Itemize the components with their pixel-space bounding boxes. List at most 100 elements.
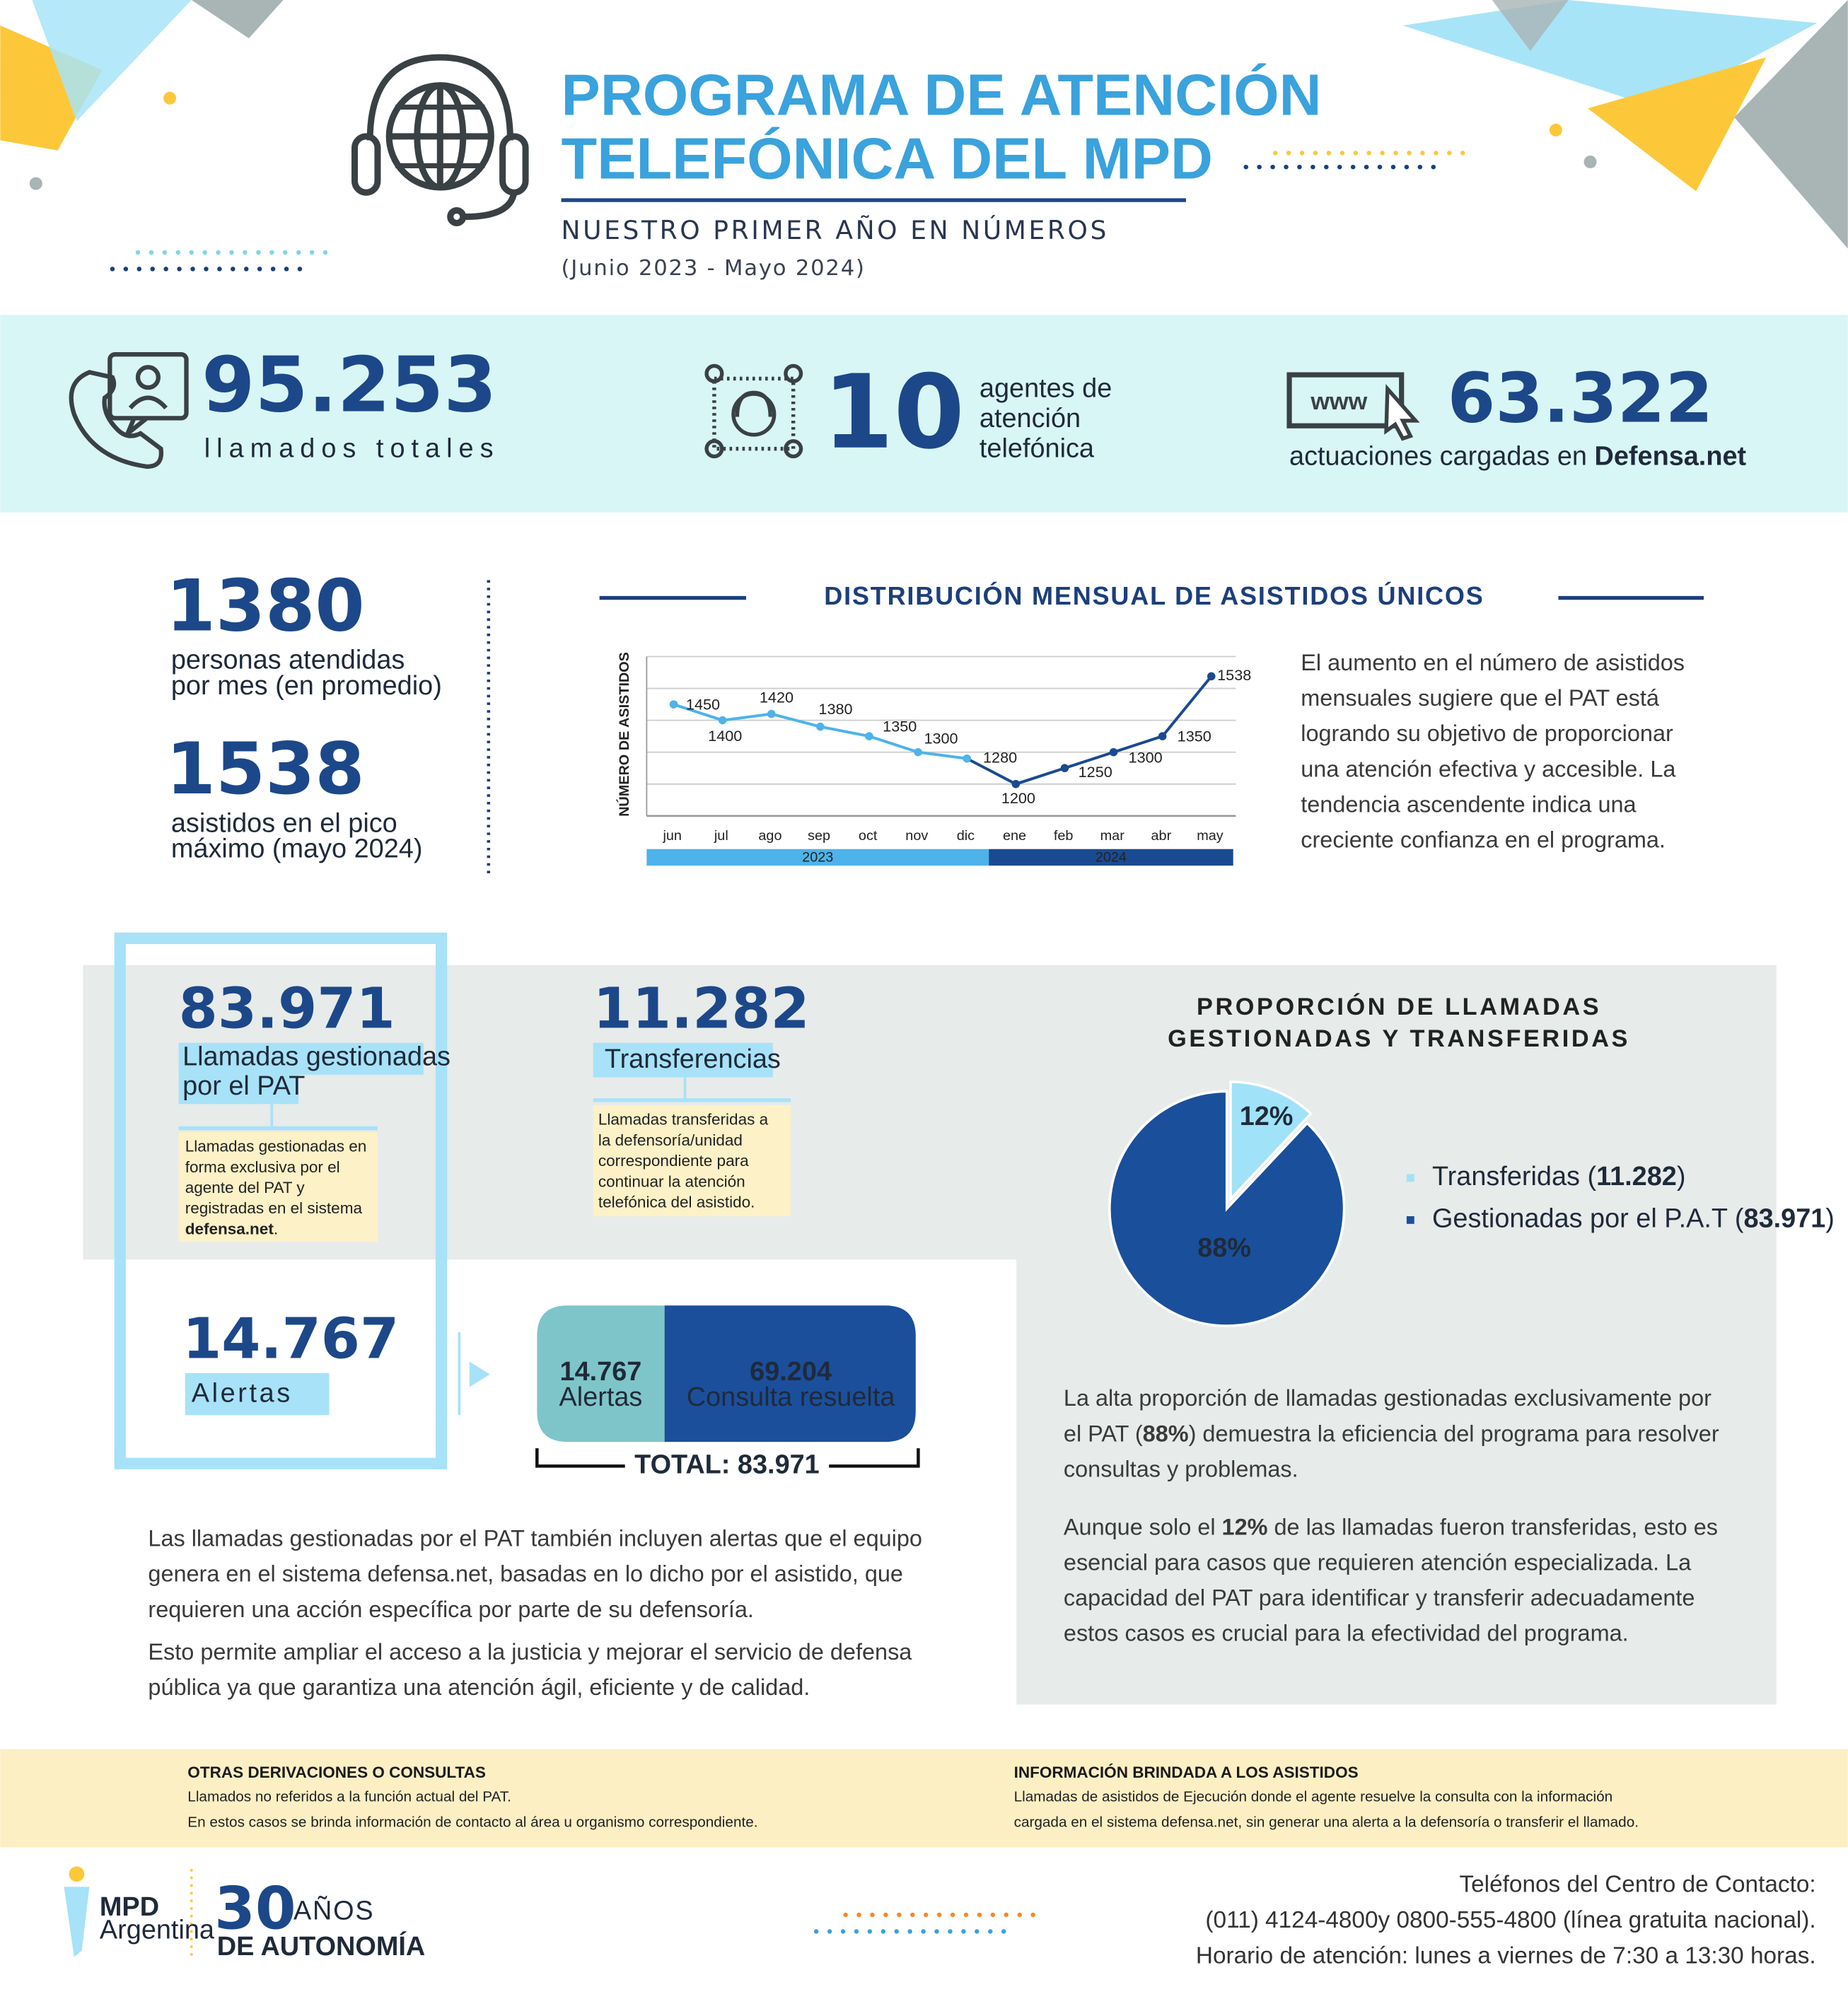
title: PROGRAMA DE ATENCIÓN bbox=[562, 62, 1322, 128]
dot bbox=[177, 267, 182, 272]
data-label: 1280 bbox=[983, 748, 1017, 766]
data-label: 1350 bbox=[1178, 728, 1211, 745]
pie-title: PROPORCIÓN DE LLAMADAS bbox=[1197, 992, 1601, 1020]
stat-label: Llamadas gestionadas bbox=[182, 1042, 451, 1071]
dot bbox=[243, 267, 249, 272]
decor bbox=[0, 0, 1848, 1934]
dot bbox=[1001, 1929, 1006, 1934]
x-tick-label: feb bbox=[1054, 828, 1074, 844]
text-run-bold: 12% bbox=[1222, 1514, 1268, 1539]
agents-icon bbox=[704, 363, 803, 459]
footer-band bbox=[0, 1749, 1848, 1848]
triangle bbox=[1492, 0, 1569, 52]
dot bbox=[921, 1929, 926, 1934]
dot bbox=[257, 267, 262, 272]
logo-text: AÑOS bbox=[294, 1895, 375, 1925]
x-tick-label: abr bbox=[1151, 828, 1172, 844]
dot bbox=[1311, 164, 1315, 170]
dot bbox=[1364, 164, 1369, 170]
dot bbox=[1299, 151, 1305, 156]
x-tick-label: mar bbox=[1100, 828, 1125, 844]
x-tick-label: oct bbox=[859, 828, 878, 844]
dot bbox=[870, 1912, 875, 1918]
chart-note: una atención efectiva y accesible. La bbox=[1301, 756, 1676, 781]
text-run: . bbox=[274, 1220, 278, 1237]
dot bbox=[1286, 151, 1291, 156]
dot bbox=[1434, 151, 1439, 156]
dot bbox=[948, 1929, 953, 1934]
paragraph-line: genera en el sistema defensa.net, basada… bbox=[148, 1561, 903, 1587]
stat-label: personas atendidas bbox=[171, 646, 405, 675]
text-run-bold: Defensa.net bbox=[1595, 441, 1747, 471]
dot bbox=[110, 267, 115, 272]
x-tick-label: dic bbox=[957, 828, 975, 844]
triangle bbox=[1402, 0, 1818, 109]
dot bbox=[297, 267, 303, 272]
stat-label: Alertas bbox=[192, 1378, 293, 1408]
paragraph-line: pública ya que garantiza una atención ág… bbox=[148, 1674, 810, 1700]
x-tick-label: nov bbox=[905, 828, 928, 844]
stat-value: 1538 bbox=[166, 727, 365, 810]
pie-title: GESTIONADAS Y TRANSFERIDAS bbox=[1168, 1025, 1630, 1052]
dot bbox=[867, 1929, 873, 1934]
dot bbox=[827, 1929, 832, 1934]
contact-line: (011) 4124-4800y 0800-555-4800 (línea gr… bbox=[1205, 1907, 1815, 1933]
total: TOTAL: 83.971 bbox=[634, 1450, 820, 1479]
segment-label: Consulta resuelta bbox=[687, 1382, 896, 1412]
logo-text: DE AUTONOMÍA bbox=[217, 1930, 425, 1962]
headset-icon bbox=[351, 54, 529, 227]
dot bbox=[894, 1929, 899, 1934]
note-line: forma exclusiva por el bbox=[185, 1158, 340, 1176]
dot bbox=[175, 250, 181, 255]
stat-value: 63.322 bbox=[1448, 359, 1714, 438]
point bbox=[1109, 747, 1118, 757]
dot bbox=[1366, 151, 1371, 156]
triangle bbox=[1734, 0, 1848, 249]
data-label: 1420 bbox=[760, 689, 794, 706]
chart-note: mensuales sugiere que el PAT está bbox=[1301, 685, 1660, 711]
dot bbox=[881, 1929, 886, 1934]
logo-text: 30 bbox=[214, 1874, 296, 1942]
stat-label: llamados totales bbox=[204, 433, 500, 463]
pie-slice bbox=[1229, 1080, 1313, 1203]
y-axis-label: NÚMERO DE ASISTIDOS bbox=[615, 652, 632, 817]
footer-title: INFORMACIÓN BRINDADA A LOS ASISTIDOS bbox=[1014, 1764, 1359, 1781]
dot bbox=[1377, 164, 1383, 170]
paragraph-line: esencial para casos que requieren atenci… bbox=[1064, 1549, 1692, 1575]
text-run-bold: 88% bbox=[1143, 1421, 1189, 1446]
dot bbox=[1390, 164, 1396, 170]
dot bbox=[1549, 123, 1562, 136]
year-bar bbox=[989, 849, 1233, 866]
text-run: Transferidas ( bbox=[1432, 1162, 1597, 1191]
paragraph-line: Esto permite ampliar el acceso a la just… bbox=[148, 1639, 912, 1665]
dot bbox=[282, 250, 288, 255]
dot bbox=[1337, 164, 1342, 170]
point bbox=[1158, 732, 1167, 740]
subtitle: NUESTRO PRIMER AÑO EN NÚMEROS bbox=[562, 216, 1109, 245]
dot bbox=[1460, 151, 1465, 156]
dot bbox=[1270, 164, 1275, 170]
data-label: 1200 bbox=[1001, 789, 1035, 807]
chart-note: creciente confianza en el programa. bbox=[1301, 827, 1666, 853]
data-label: 1300 bbox=[1129, 748, 1163, 766]
footer-line: cargada en el sistema defensa.net, sin g… bbox=[1014, 1814, 1639, 1831]
paragraph-line: La alta proporción de llamadas gestionad… bbox=[1064, 1385, 1712, 1411]
dot bbox=[1407, 151, 1412, 156]
text-run-bold: 11.282 bbox=[1596, 1162, 1677, 1191]
dot bbox=[1004, 1912, 1009, 1918]
stat-value: 11.282 bbox=[593, 975, 810, 1041]
point bbox=[718, 716, 727, 725]
dot bbox=[163, 267, 168, 272]
www-glyph: www bbox=[1310, 388, 1367, 415]
dot bbox=[950, 1912, 955, 1918]
dot bbox=[1380, 151, 1385, 156]
dot bbox=[243, 250, 248, 255]
dot-rows bbox=[110, 151, 1465, 1934]
stat-label: agentes de bbox=[980, 374, 1112, 404]
triangle bbox=[191, 0, 284, 39]
frame bbox=[114, 932, 448, 1469]
triangle bbox=[1587, 57, 1767, 192]
note-line: defensa.net. bbox=[185, 1220, 278, 1237]
stat-value: 95.253 bbox=[202, 340, 496, 429]
dot bbox=[843, 1912, 848, 1918]
